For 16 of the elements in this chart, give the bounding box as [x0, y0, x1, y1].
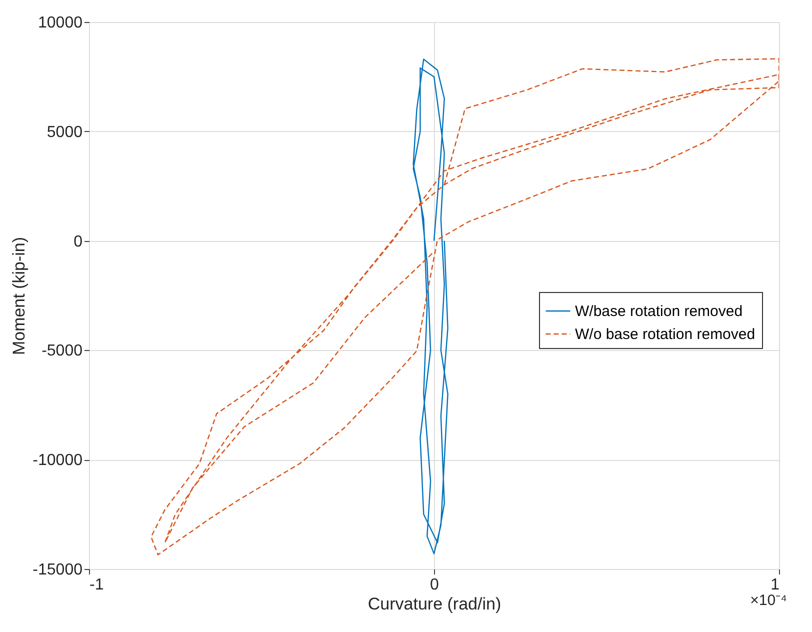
y-axis-title: Moment (kip-in) — [10, 236, 29, 356]
x-tick-label: 0 — [430, 576, 440, 594]
x-tick-label: -1 — [90, 576, 104, 594]
x-tick-label: 1 — [770, 576, 780, 594]
y-tick-label: 0 — [74, 233, 83, 250]
text: ×10⁻⁴ — [750, 592, 787, 609]
line-series — [412, 58, 448, 554]
legend-label: W/base rotation removed — [575, 303, 743, 320]
y-tick-label: -5000 — [42, 342, 83, 360]
line-series — [150, 58, 779, 556]
legend-label: W/o base rotation removed — [575, 326, 756, 343]
y-tick-label: 10000 — [38, 14, 83, 32]
x-axis-title: Curvature (rad/in) — [368, 594, 502, 614]
y-tick-label: -15000 — [32, 562, 83, 578]
y-tick-label: 5000 — [46, 124, 83, 141]
y-tick-label: -10000 — [32, 452, 83, 470]
